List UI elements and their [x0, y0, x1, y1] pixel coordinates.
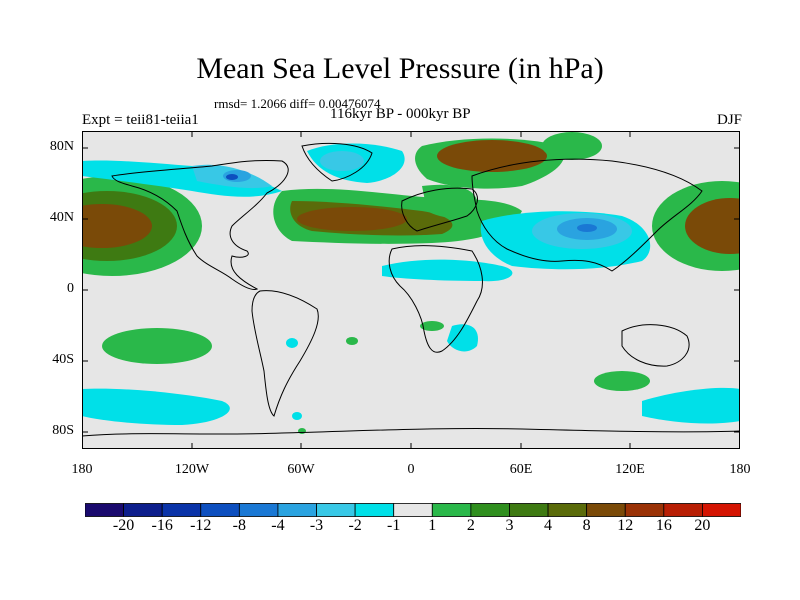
colorbar-tick-label: 4	[544, 517, 553, 534]
colorbar-tick-label: -2	[348, 517, 362, 534]
colorbar-tick-label: -3	[309, 517, 324, 534]
lon-tick-120w: 120W	[174, 462, 210, 477]
north-america-coast	[111, 159, 289, 290]
colorbar-swatch	[431, 503, 472, 517]
pressure-anomaly-map	[82, 131, 740, 449]
period-label: 116kyr BP - 000kyr BP	[330, 106, 471, 122]
south-america-coast	[251, 290, 319, 417]
colorbar-swatch	[586, 503, 626, 517]
colorbar-swatch	[354, 503, 395, 517]
colorbar-tick-label: -4	[271, 517, 285, 534]
lon-tick-0: 0	[407, 462, 415, 477]
lat-tick-80s: 80S	[52, 423, 74, 438]
colorbar-tick-label: 2	[466, 517, 475, 534]
australia-coast	[621, 324, 690, 367]
positive-anomaly-shading	[82, 132, 740, 434]
asia-coast	[471, 158, 703, 272]
colorbar-swatch	[663, 503, 703, 517]
axis-ticks	[82, 131, 740, 449]
colorbar-tick-label: -20	[112, 517, 135, 534]
experiment-label: Expt = teii81-teiia1	[82, 112, 199, 128]
colorbar-tick-label: 8	[582, 517, 591, 534]
antarctica-coast	[82, 427, 740, 437]
colorbar-tick-label: -1	[387, 517, 401, 534]
colorbar-tick-label: -8	[232, 517, 246, 534]
coastlines	[82, 142, 740, 437]
lat-tick-80n: 80N	[49, 139, 74, 154]
lon-tick-60w: 60W	[287, 462, 315, 477]
season-label: DJF	[716, 112, 742, 128]
colorbar-swatch	[624, 503, 665, 517]
rmsd-diff-stats: rmsd= 1.2066 diff= 0.00476074	[214, 96, 381, 111]
colorbar-tick-label: 12	[617, 517, 634, 534]
colorbar-swatch	[85, 503, 124, 517]
colorbar-tick-label: 20	[694, 517, 711, 534]
colorbar-tick-label: 16	[655, 517, 672, 534]
greenland-coast	[301, 142, 373, 182]
lat-tick-0: 0	[67, 281, 74, 296]
colorbar-swatch	[470, 503, 510, 517]
lat-tick-40n: 40N	[49, 210, 74, 225]
europe-coast	[401, 187, 478, 232]
colorbar-tick-label: -12	[190, 517, 212, 534]
lon-tick-120e: 120E	[615, 462, 645, 477]
colorbar-swatch	[316, 503, 356, 517]
lon-tick-180-right: 180	[729, 462, 751, 477]
lon-tick-180-left: 180	[71, 462, 93, 477]
lon-tick-60e: 60E	[509, 462, 533, 477]
colorbar-swatch	[123, 503, 163, 517]
colorbar-swatch	[547, 503, 588, 517]
colorbar-swatch	[509, 503, 549, 517]
colorbar-tick-label: 3	[505, 517, 514, 534]
colorbar	[85, 503, 741, 517]
colorbar-swatch	[238, 503, 279, 517]
colorbar-swatch	[393, 503, 433, 517]
africa-coast	[388, 245, 483, 353]
negative-anomaly-shading	[82, 143, 740, 425]
chart-title: Mean Sea Level Pressure (in hPa)	[196, 52, 604, 85]
colorbar-tick-label: -16	[151, 517, 173, 534]
colorbar-swatch	[161, 503, 202, 517]
lat-tick-40s: 40S	[52, 352, 74, 367]
colorbar-swatch	[277, 503, 317, 517]
colorbar-swatch	[702, 503, 741, 517]
colorbar-tick-label: 1	[428, 517, 437, 534]
colorbar-swatch	[200, 503, 240, 517]
